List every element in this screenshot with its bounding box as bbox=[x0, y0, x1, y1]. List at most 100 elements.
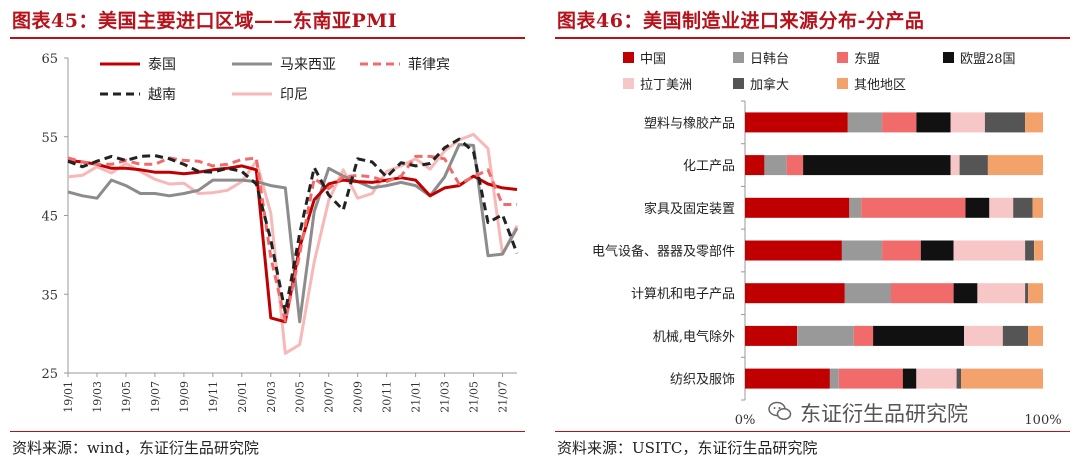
line-chart: 25 35 45 55 65 19/01 19/03 19/05 19/07 19/09 19/11… bbox=[41, 52, 519, 413]
right-chart-source: 资料来源：USITC，东证衍生品研究院 bbox=[557, 439, 818, 457]
bar-segment-0 bbox=[745, 155, 765, 176]
bar-segment-6 bbox=[1028, 325, 1043, 346]
x-tick-label: 19/09 bbox=[178, 381, 191, 413]
legend-swatch-6 bbox=[837, 78, 848, 89]
category-label: 电气设备、器器及零部件 bbox=[592, 244, 735, 260]
bar-segment-3 bbox=[803, 155, 951, 176]
bar-segment-4 bbox=[950, 112, 985, 133]
bar-segment-6 bbox=[1032, 197, 1043, 218]
bar-segment-0 bbox=[745, 197, 850, 218]
category-label: 计算机和电子产品 bbox=[631, 287, 735, 302]
x-tick-label: 19/01 bbox=[62, 381, 75, 413]
bar-segment-1 bbox=[849, 197, 862, 218]
bar-segment-0 bbox=[745, 240, 842, 261]
x-tick-label: 20/07 bbox=[323, 381, 336, 413]
right-title-rule bbox=[555, 37, 1070, 39]
y-tick-label: 65 bbox=[41, 52, 58, 67]
bar-segment-0 bbox=[745, 283, 845, 304]
x-tick-label: 19/05 bbox=[120, 381, 133, 413]
legend-label: 加拿大 bbox=[750, 77, 789, 93]
bar-segment-2 bbox=[882, 240, 921, 261]
x-tick-label: 20/09 bbox=[352, 381, 365, 413]
bar-segment-6 bbox=[961, 368, 1043, 389]
x-tick-label: 20/11 bbox=[381, 381, 394, 413]
series-line-2 bbox=[67, 154, 517, 323]
category-label: 化工产品 bbox=[683, 159, 735, 174]
series-line-4 bbox=[67, 132, 519, 355]
legend-label: 越南 bbox=[148, 87, 176, 103]
bar-segment-3 bbox=[953, 283, 978, 304]
x-tick-label: 0% bbox=[735, 413, 756, 428]
bar-segment-1 bbox=[841, 240, 883, 261]
bar-segment-0 bbox=[745, 112, 848, 133]
x-tick-label: 21/01 bbox=[410, 381, 423, 413]
legend-label: 泰国 bbox=[148, 57, 176, 73]
left-title-rule bbox=[10, 37, 525, 39]
left-chart-source: 资料来源：wind，东证衍生品研究院 bbox=[12, 439, 259, 457]
category-label: 机械,电气除外 bbox=[653, 329, 735, 345]
bar-segment-5 bbox=[956, 368, 962, 389]
x-tick-label: 21/03 bbox=[439, 381, 452, 413]
bar-segment-3 bbox=[965, 197, 990, 218]
bar-segment-3 bbox=[916, 112, 951, 133]
legend-label: 日韩台 bbox=[750, 52, 789, 67]
legend-label: 其他地区 bbox=[854, 78, 906, 93]
x-tick-label: 19/11 bbox=[207, 381, 220, 413]
bar-segment-1 bbox=[844, 283, 891, 304]
bar-segment-0 bbox=[745, 325, 798, 346]
left-source-rule bbox=[10, 431, 525, 432]
category-label: 家具及固定装置 bbox=[644, 201, 735, 217]
bar-segment-3 bbox=[920, 240, 954, 261]
bar-segment-5 bbox=[1025, 240, 1034, 261]
bar-segment-2 bbox=[861, 197, 966, 218]
bar-segment-0 bbox=[745, 368, 830, 389]
bar-segment-6 bbox=[1028, 283, 1043, 304]
x-tick-label: 19/03 bbox=[91, 381, 104, 413]
x-tick-label: 21/07 bbox=[497, 381, 510, 413]
y-tick-label: 35 bbox=[41, 288, 58, 303]
bar-segment-6 bbox=[1025, 112, 1043, 133]
right-source-rule bbox=[555, 431, 1070, 432]
right-chart-panel: 图表46：美国制造业进口来源分布-分产品 塑料与橡胶产品 化工产品 家具及固定装置电… bbox=[545, 0, 1080, 465]
bar-segment-5 bbox=[984, 112, 1026, 133]
legend-label: 欧盟28国 bbox=[960, 52, 1016, 67]
wechat-icon bbox=[768, 401, 792, 420]
y-tick-label: 55 bbox=[41, 131, 58, 146]
bar-segment-2 bbox=[882, 112, 917, 133]
bar-segment-3 bbox=[873, 325, 964, 346]
legend-swatch-0 bbox=[623, 52, 634, 63]
bar-segment-5 bbox=[1013, 197, 1033, 218]
y-tick-label: 45 bbox=[41, 210, 58, 225]
bar-segment-4 bbox=[916, 368, 957, 389]
bar-segment-5 bbox=[1025, 283, 1029, 304]
series-line-3 bbox=[67, 137, 519, 314]
legend-label: 马来西亚 bbox=[280, 57, 336, 73]
y-tick-label: 25 bbox=[41, 367, 58, 382]
bar-segment-2 bbox=[838, 368, 903, 389]
bar-segment-5 bbox=[959, 155, 988, 176]
bar-segment-3 bbox=[902, 368, 917, 389]
bar-segment-6 bbox=[1034, 240, 1043, 261]
bar-segment-4 bbox=[989, 197, 1014, 218]
legend-swatch-1 bbox=[733, 52, 744, 63]
legend-label: 拉丁美洲 bbox=[640, 78, 692, 93]
bar-segment-6 bbox=[987, 155, 1043, 176]
legend-label: 菲律宾 bbox=[408, 57, 450, 73]
legend-label: 中国 bbox=[640, 52, 666, 67]
x-tick-label: 20/05 bbox=[294, 381, 307, 413]
bar-segment-2 bbox=[853, 325, 874, 346]
series-line-1 bbox=[67, 143, 519, 324]
bar-segment-4 bbox=[977, 283, 1026, 304]
legend-swatch-2 bbox=[837, 52, 848, 63]
x-tick-label: 20/03 bbox=[265, 381, 278, 413]
legend-label: 印尼 bbox=[280, 87, 308, 103]
legend-swatch-4 bbox=[623, 78, 634, 89]
left-chart-title: 图表45：美国主要进口区域——东南亚PMI bbox=[12, 10, 398, 32]
x-tick-label: 19/07 bbox=[149, 381, 162, 413]
category-label: 纺织及服饰 bbox=[670, 373, 735, 388]
bar-segment-1 bbox=[847, 112, 883, 133]
bar-segment-4 bbox=[953, 240, 1026, 261]
bar-segment-1 bbox=[764, 155, 787, 176]
watermark-text: 东证衍生品研究院 bbox=[800, 402, 968, 426]
bar-segment-5 bbox=[1002, 325, 1029, 346]
